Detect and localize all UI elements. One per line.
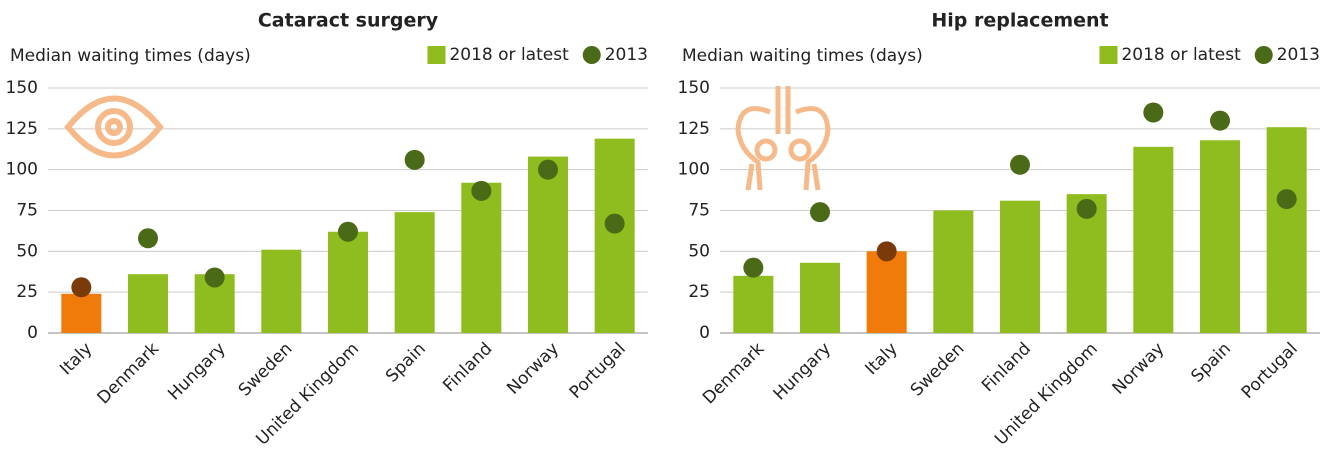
bar bbox=[128, 274, 168, 333]
x-tick-label: Finland bbox=[439, 339, 496, 396]
dot bbox=[1276, 189, 1297, 210]
x-tick-label: Hungary bbox=[164, 339, 229, 404]
bar bbox=[933, 210, 974, 333]
bar bbox=[528, 156, 568, 333]
bar bbox=[594, 138, 635, 333]
y-tick-label: 50 bbox=[688, 241, 710, 261]
bar bbox=[1266, 127, 1307, 333]
y-tick-label: 25 bbox=[688, 282, 710, 302]
chart-title: Cataract surgery bbox=[258, 10, 439, 32]
legend-label: 2018 or latest bbox=[449, 45, 569, 65]
bar bbox=[800, 262, 840, 333]
x-tick-label: Portugal bbox=[1238, 339, 1302, 403]
y-tick-label: 0 bbox=[27, 323, 38, 343]
x-tick-label: Norway bbox=[503, 339, 563, 399]
chart-title: Hip replacement bbox=[931, 10, 1108, 32]
bar bbox=[1200, 140, 1240, 333]
dot bbox=[138, 228, 158, 249]
x-tick-label: Finland bbox=[978, 339, 1035, 396]
chart: Hip replacement Median waiting times (day… bbox=[678, 10, 1320, 450]
eye-icon bbox=[64, 95, 164, 159]
legend-swatch bbox=[1099, 46, 1118, 64]
bar bbox=[1133, 146, 1174, 333]
y-axis-label: Median waiting times (days) bbox=[10, 46, 251, 66]
y-tick-label: 25 bbox=[16, 282, 38, 302]
legend-label: 2018 or latest bbox=[1121, 45, 1241, 65]
y-tick-label: 125 bbox=[678, 119, 710, 139]
y-tick-label: 125 bbox=[6, 119, 38, 139]
dot bbox=[538, 159, 558, 180]
x-tick-label: Portugal bbox=[566, 339, 630, 403]
bar bbox=[394, 212, 435, 333]
y-tick-label: 150 bbox=[678, 78, 710, 98]
y-tick-label: 100 bbox=[678, 160, 710, 180]
dot bbox=[604, 213, 625, 234]
x-tick-label: Denmark bbox=[94, 339, 164, 409]
bar bbox=[261, 249, 302, 333]
x-tick-label: Sweden bbox=[907, 339, 969, 401]
dot bbox=[204, 267, 225, 288]
dot bbox=[1210, 110, 1230, 131]
y-tick-label: 75 bbox=[688, 201, 710, 221]
bar bbox=[328, 231, 368, 333]
x-tick-label: Norway bbox=[1109, 339, 1169, 399]
pelvis-icon bbox=[735, 86, 831, 191]
x-tick-label: Italy bbox=[56, 339, 96, 379]
legend-swatch bbox=[582, 46, 601, 64]
x-tick-label: Hungary bbox=[770, 339, 835, 404]
dot bbox=[810, 202, 830, 223]
chart: Cataract surgery Median waiting times (da… bbox=[6, 10, 648, 450]
x-tick-label: Spain bbox=[382, 339, 430, 387]
x-tick-label: Sweden bbox=[235, 339, 297, 401]
y-tick-label: 0 bbox=[699, 323, 710, 343]
x-tick-label: Spain bbox=[1187, 339, 1235, 387]
dot bbox=[1143, 102, 1164, 123]
y-tick-label: 75 bbox=[16, 201, 38, 221]
dot bbox=[876, 241, 897, 262]
bar bbox=[866, 251, 907, 333]
legend-swatch bbox=[1254, 46, 1273, 64]
legend-swatch bbox=[427, 46, 446, 64]
x-tick-label: Italy bbox=[862, 339, 902, 379]
dot bbox=[338, 221, 358, 242]
legend-label: 2013 bbox=[1277, 45, 1320, 65]
bar bbox=[1000, 200, 1040, 333]
dot bbox=[404, 149, 425, 170]
y-tick-label: 100 bbox=[6, 160, 38, 180]
dot bbox=[743, 257, 764, 278]
x-tick-label: Denmark bbox=[699, 339, 769, 409]
dot bbox=[471, 180, 492, 201]
dot bbox=[71, 277, 92, 298]
bar bbox=[733, 275, 774, 333]
bar bbox=[461, 182, 502, 333]
bar bbox=[61, 293, 102, 333]
dot bbox=[1010, 154, 1030, 175]
y-tick-label: 150 bbox=[6, 78, 38, 98]
legend-label: 2013 bbox=[605, 45, 648, 65]
y-tick-label: 50 bbox=[16, 241, 38, 261]
y-axis-label: Median waiting times (days) bbox=[682, 46, 923, 66]
dot bbox=[1076, 198, 1097, 219]
